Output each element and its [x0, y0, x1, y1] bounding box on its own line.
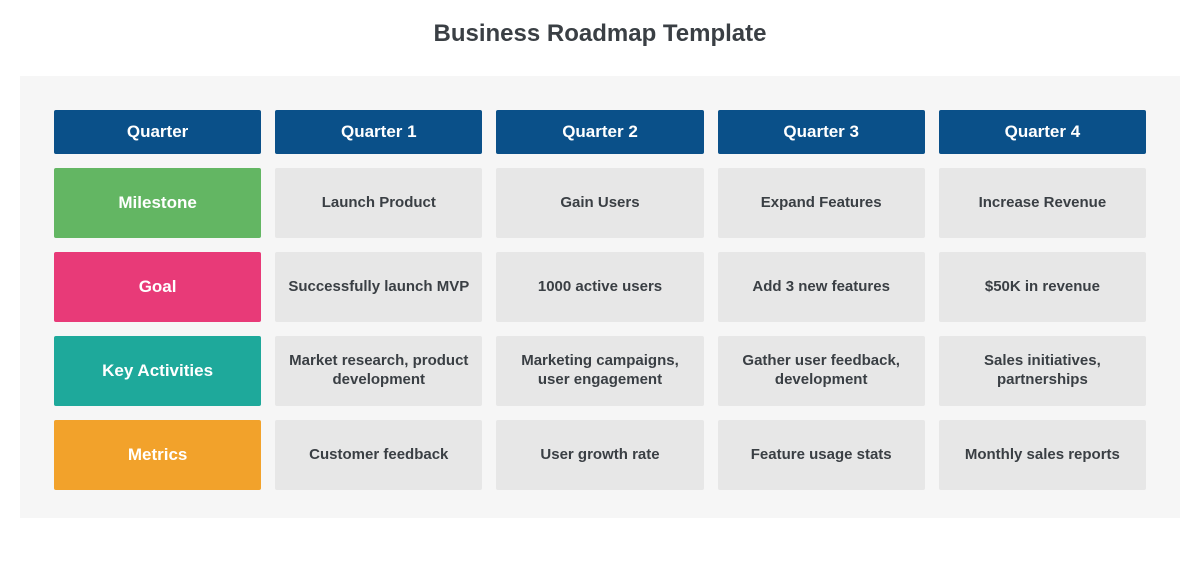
roadmap-panel: Quarter Quarter 1 Quarter 2 Quarter 3 Qu…	[20, 76, 1180, 518]
row-label-milestone: Milestone	[54, 168, 261, 238]
cell-milestone-q4: Increase Revenue	[939, 168, 1146, 238]
page-title: Business Roadmap Template	[20, 20, 1180, 48]
cell-goal-q4: $50K in revenue	[939, 252, 1146, 322]
cell-key-activities-q2: Marketing campaigns, user engagement	[496, 336, 703, 406]
col-header-q2: Quarter 2	[496, 110, 703, 154]
col-header-q3: Quarter 3	[718, 110, 925, 154]
col-header-q4: Quarter 4	[939, 110, 1146, 154]
row-label-key-activities: Key Activities	[54, 336, 261, 406]
cell-goal-q2: 1000 active users	[496, 252, 703, 322]
col-header-q1: Quarter 1	[275, 110, 482, 154]
row-label-goal: Goal	[54, 252, 261, 322]
cell-metrics-q3: Feature usage stats	[718, 420, 925, 490]
cell-metrics-q2: User growth rate	[496, 420, 703, 490]
cell-milestone-q2: Gain Users	[496, 168, 703, 238]
cell-key-activities-q1: Market research, product development	[275, 336, 482, 406]
col-header-quarter: Quarter	[54, 110, 261, 154]
cell-milestone-q1: Launch Product	[275, 168, 482, 238]
row-label-metrics: Metrics	[54, 420, 261, 490]
cell-metrics-q1: Customer feedback	[275, 420, 482, 490]
roadmap-grid: Quarter Quarter 1 Quarter 2 Quarter 3 Qu…	[54, 110, 1146, 490]
cell-goal-q3: Add 3 new features	[718, 252, 925, 322]
cell-key-activities-q3: Gather user feedback, development	[718, 336, 925, 406]
cell-milestone-q3: Expand Features	[718, 168, 925, 238]
cell-goal-q1: Successfully launch MVP	[275, 252, 482, 322]
cell-key-activities-q4: Sales initiatives, partnerships	[939, 336, 1146, 406]
cell-metrics-q4: Monthly sales reports	[939, 420, 1146, 490]
